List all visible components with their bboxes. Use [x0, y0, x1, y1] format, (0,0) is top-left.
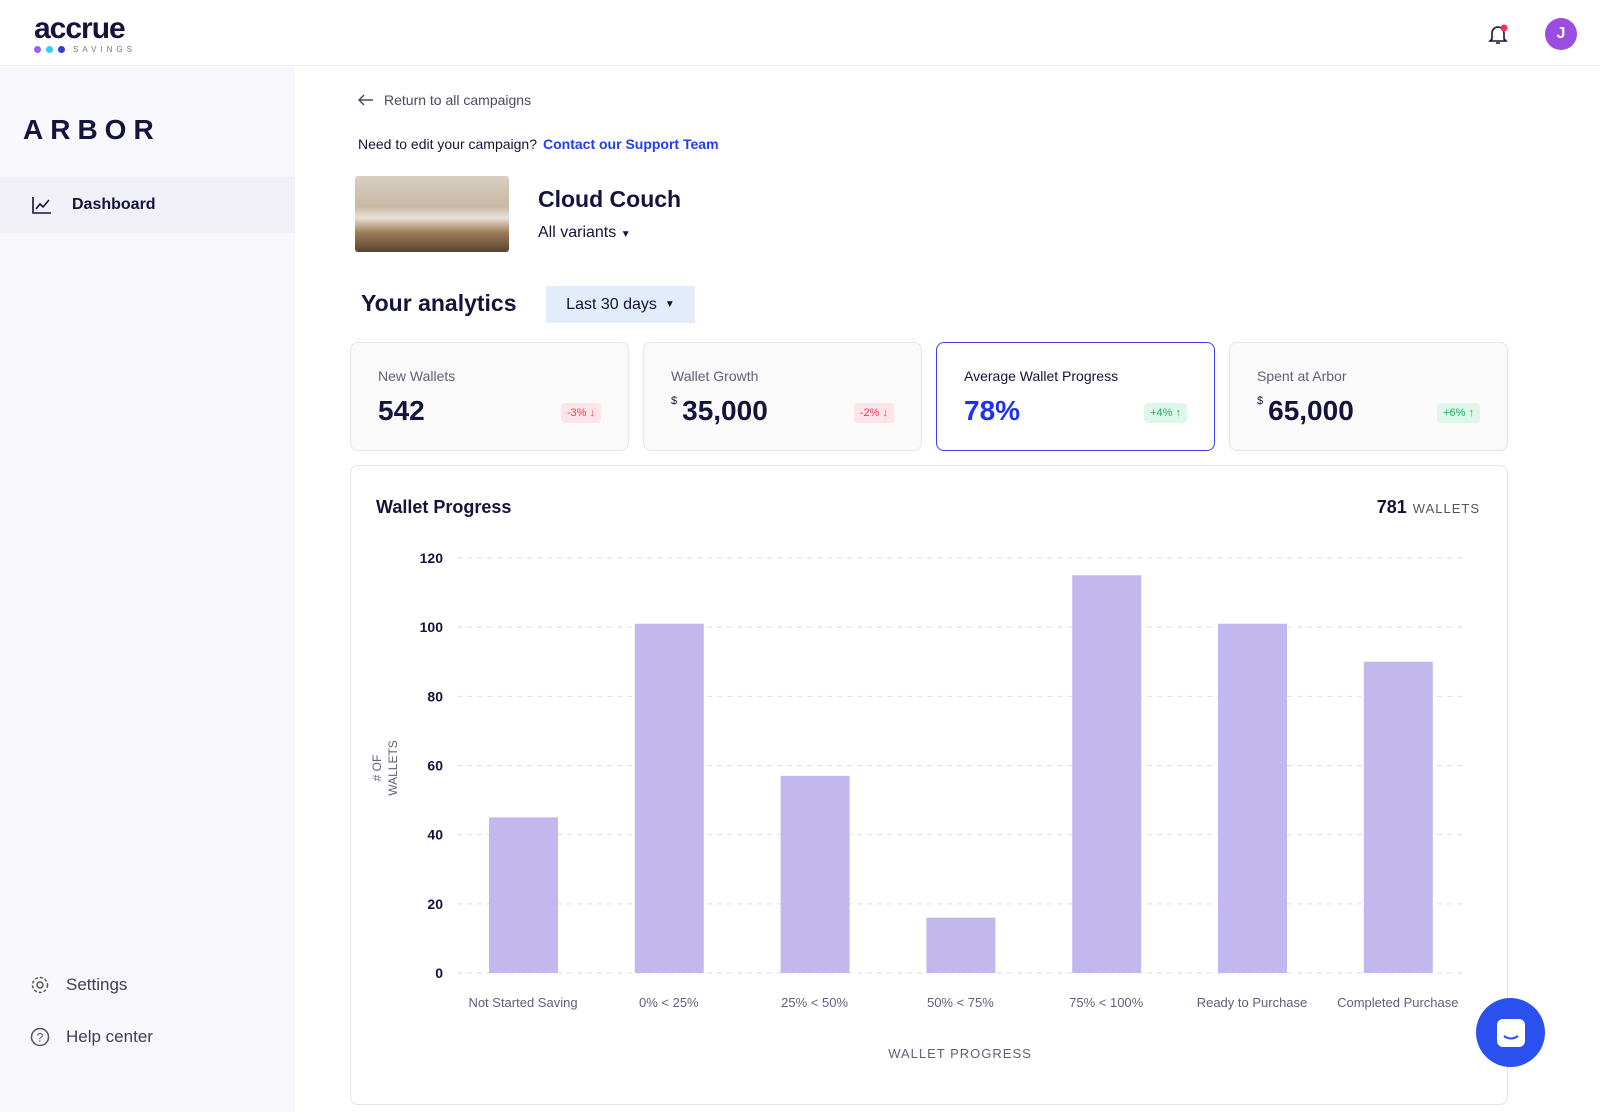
- delta-badge: -3% ↓: [560, 403, 601, 423]
- bar-chart: 0 20 40 60 80 100 120 Not Started Saving 0% < 25…: [370, 550, 1463, 1061]
- edit-prompt: Need to edit your campaign? Contact our S…: [358, 136, 719, 152]
- notification-bell-icon[interactable]: [1486, 22, 1510, 46]
- return-link[interactable]: Return to all campaigns: [358, 92, 531, 108]
- card-wallet-growth[interactable]: Wallet Growth $35,000 -2% ↓: [643, 342, 922, 451]
- y-tick-label: 100: [420, 619, 444, 635]
- wallet-progress-chart: Wallet Progress 781 WALLETS 0 20 40 60 80 100 1…: [350, 465, 1508, 1105]
- sidebar-item-settings[interactable]: Settings: [30, 975, 127, 995]
- accrue-logo[interactable]: accrue SAVINGS: [34, 12, 136, 54]
- avatar[interactable]: J: [1545, 18, 1577, 50]
- svg-text:?: ?: [37, 1031, 44, 1045]
- x-tick-label: 25% < 50%: [781, 995, 848, 1010]
- delta-badge: -2% ↓: [853, 403, 894, 423]
- help-circle-icon: ?: [30, 1027, 50, 1047]
- card-new-wallets[interactable]: New Wallets 542 -3% ↓: [350, 342, 629, 451]
- analytics-title: Your analytics: [361, 290, 517, 316]
- chart-title: Wallet Progress: [376, 497, 512, 517]
- x-tick-label: Not Started Saving: [468, 995, 577, 1010]
- card-average-wallet-progress[interactable]: Average Wallet Progress 78% +4% ↑: [936, 342, 1215, 451]
- y-tick-label: 40: [427, 827, 443, 843]
- gear-icon: [31, 976, 49, 994]
- date-range-dropdown[interactable]: Last 30 days ▼: [546, 286, 695, 323]
- card-spent-at-arbor[interactable]: Spent at Arbor $65,000 +6% ↑: [1229, 342, 1508, 451]
- delta-badge: +6% ↑: [1437, 403, 1480, 423]
- bar[interactable]: [1363, 661, 1433, 973]
- x-tick-label: 75% < 100%: [1069, 995, 1144, 1010]
- caret-down-icon: ▼: [664, 299, 675, 310]
- bar[interactable]: [489, 817, 558, 973]
- chart-line-icon: [32, 197, 51, 214]
- x-axis-label: WALLET PROGRESS: [888, 1046, 1032, 1061]
- y-tick-label: 60: [427, 758, 443, 774]
- brand-name: ARBOR: [23, 114, 161, 145]
- x-tick-label: 50% < 75%: [927, 995, 994, 1010]
- bar[interactable]: [1218, 623, 1287, 973]
- wallet-count: 781 WALLETS: [1376, 497, 1480, 517]
- top-bar: accrue SAVINGS J: [0, 0, 1600, 66]
- sidebar-item-dashboard[interactable]: Dashboard: [0, 177, 295, 233]
- sidebar-item-help[interactable]: ? Help center: [30, 1027, 153, 1047]
- product-image: [355, 176, 509, 252]
- x-tick-label: 0% < 25%: [639, 995, 699, 1010]
- stat-cards: New Wallets 542 -3% ↓ Wallet Growth $35,…: [350, 342, 1508, 451]
- x-tick-label: Ready to Purchase: [1197, 995, 1308, 1010]
- chat-icon: [1496, 1018, 1525, 1047]
- y-axis-label: # OF: [370, 755, 384, 782]
- y-axis-label: WALLETS: [386, 740, 400, 796]
- arrow-left-icon: [358, 94, 373, 106]
- delta-badge: +4% ↑: [1144, 403, 1187, 423]
- x-tick-label: Completed Purchase: [1337, 995, 1458, 1010]
- bar[interactable]: [634, 623, 704, 973]
- caret-down-icon: ▼: [620, 229, 631, 240]
- y-tick-label: 120: [420, 550, 444, 566]
- bar[interactable]: [1072, 575, 1142, 973]
- y-tick-label: 0: [435, 965, 443, 981]
- variants-dropdown[interactable]: All variants ▼: [538, 224, 631, 241]
- bar[interactable]: [780, 775, 850, 973]
- bar[interactable]: [926, 917, 996, 973]
- product-title: Cloud Couch: [538, 186, 682, 212]
- y-tick-label: 80: [427, 688, 443, 704]
- sidebar: ARBOR Dashboard Settings ? Help center: [0, 67, 295, 1112]
- y-tick-label: 20: [427, 896, 443, 912]
- support-link[interactable]: Contact our Support Team: [543, 136, 719, 152]
- chat-button[interactable]: [1476, 998, 1545, 1067]
